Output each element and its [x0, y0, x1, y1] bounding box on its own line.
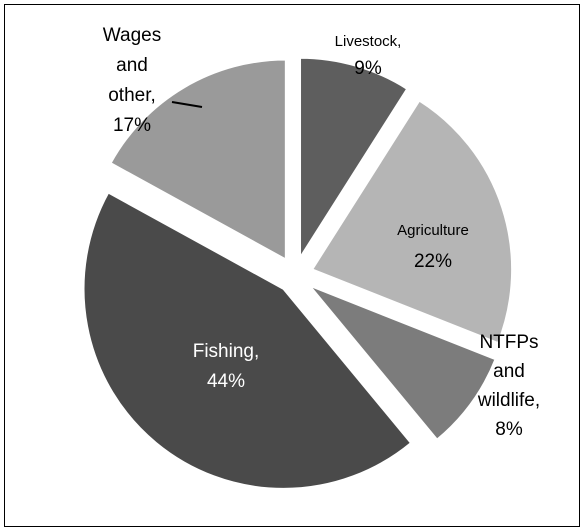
slice-label-line: NTFPs [479, 332, 538, 353]
slice-label-line: other, [108, 85, 156, 106]
slice-label-line: Livestock, [335, 33, 402, 50]
slice-label-livestock: Livestock, 9% [335, 33, 402, 79]
slice-label-line: Wages [103, 25, 161, 46]
slice-label-fishing: Fishing, 44% [193, 341, 260, 392]
slice-label-agriculture: Agriculture 22% [397, 222, 469, 272]
wages-leader-line [171, 101, 203, 108]
slice-label-line: and [493, 361, 525, 382]
pie-slice-ntfps [308, 284, 497, 442]
slice-label-line: 44% [207, 371, 245, 392]
slice-label-line: 9% [354, 58, 382, 79]
slice-label-wages: Wages and other, 17% [103, 25, 161, 136]
pie-slice-wages [109, 58, 287, 262]
slice-label-ntfps: NTFPs and wildlife, 8% [477, 332, 540, 440]
slice-label-line: 17% [113, 115, 151, 136]
slice-label-line: 8% [495, 419, 523, 440]
pie-slice-fishing [82, 191, 413, 490]
slice-label-line: wildlife, [477, 390, 540, 411]
slice-label-line: and [116, 55, 148, 76]
pie-slice-livestock [299, 56, 409, 262]
pie-slice-agriculture [310, 99, 514, 345]
slice-label-line: 22% [414, 251, 452, 272]
slice-label-line: Fishing, [193, 341, 260, 362]
slice-label-line: Agriculture [397, 222, 469, 239]
